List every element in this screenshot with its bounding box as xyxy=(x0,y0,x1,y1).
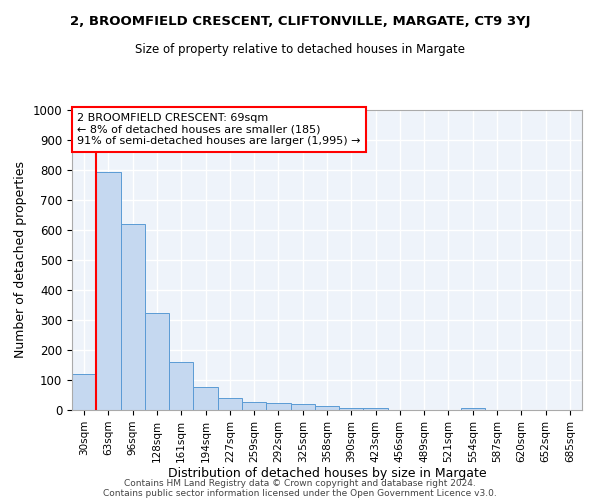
Bar xyxy=(145,312,169,410)
Bar xyxy=(121,224,145,410)
Text: Contains HM Land Registry data © Crown copyright and database right 2024.: Contains HM Land Registry data © Crown c… xyxy=(124,478,476,488)
Bar xyxy=(193,386,218,410)
Bar xyxy=(339,408,364,410)
Bar xyxy=(242,402,266,410)
Bar xyxy=(169,362,193,410)
Text: 2, BROOMFIELD CRESCENT, CLIFTONVILLE, MARGATE, CT9 3YJ: 2, BROOMFIELD CRESCENT, CLIFTONVILLE, MA… xyxy=(70,15,530,28)
Bar xyxy=(461,408,485,410)
X-axis label: Distribution of detached houses by size in Margate: Distribution of detached houses by size … xyxy=(167,468,487,480)
Text: 2 BROOMFIELD CRESCENT: 69sqm
← 8% of detached houses are smaller (185)
91% of se: 2 BROOMFIELD CRESCENT: 69sqm ← 8% of det… xyxy=(77,113,361,146)
Bar xyxy=(364,408,388,410)
Y-axis label: Number of detached properties: Number of detached properties xyxy=(14,162,27,358)
Bar xyxy=(266,402,290,410)
Bar xyxy=(96,172,121,410)
Bar xyxy=(315,406,339,410)
Bar xyxy=(72,374,96,410)
Bar xyxy=(290,404,315,410)
Text: Contains public sector information licensed under the Open Government Licence v3: Contains public sector information licen… xyxy=(103,488,497,498)
Text: Size of property relative to detached houses in Margate: Size of property relative to detached ho… xyxy=(135,42,465,56)
Bar xyxy=(218,398,242,410)
